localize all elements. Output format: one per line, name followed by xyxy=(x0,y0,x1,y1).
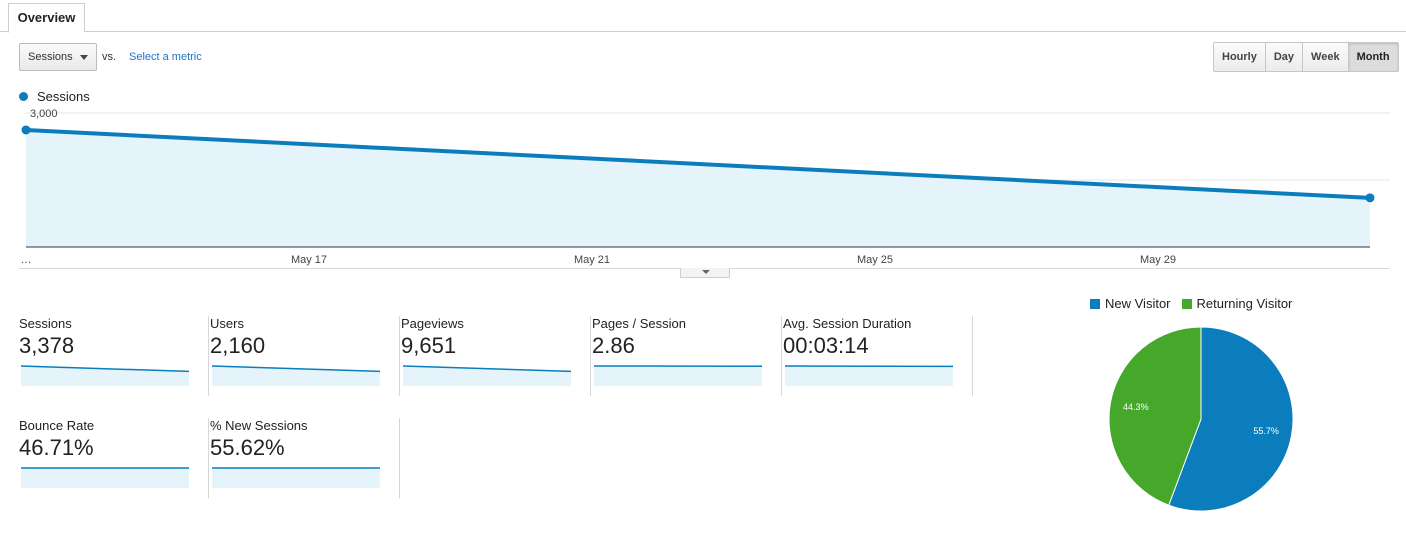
sparkline-line xyxy=(212,365,380,373)
scorecard-label: Pageviews xyxy=(401,316,464,331)
scorecard-pageviews[interactable]: Pageviews 9,651 xyxy=(401,316,591,396)
data-point xyxy=(21,125,31,135)
scorecard-sessions[interactable]: Sessions 3,378 xyxy=(19,316,209,396)
metric-select-label: Sessions xyxy=(28,51,73,63)
metric-select[interactable]: Sessions xyxy=(19,43,97,71)
legend-swatch-icon xyxy=(1181,298,1192,309)
x-tick-label: May 29 xyxy=(1140,254,1176,266)
sparkline xyxy=(785,365,953,386)
chart-legend: Sessions xyxy=(19,89,90,104)
sessions-area xyxy=(26,129,1370,247)
scorecard-label: % New Sessions xyxy=(210,418,308,433)
collapse-chart-handle[interactable] xyxy=(680,268,730,278)
x-tick-label: May 21 xyxy=(574,254,610,266)
scorecard-new-sessions[interactable]: % New Sessions 55.62% xyxy=(210,418,400,498)
month-button[interactable]: Month xyxy=(1348,43,1398,71)
scorecard-users[interactable]: Users 2,160 xyxy=(210,316,400,396)
pie-slice-label: 44.3% xyxy=(1123,402,1149,412)
chevron-down-icon xyxy=(702,270,710,274)
granularity-toggle: Hourly Day Week Month xyxy=(1213,42,1399,72)
sparkline-line xyxy=(403,365,571,373)
pie-slice xyxy=(1108,327,1202,506)
scorecard-label: Bounce Rate xyxy=(19,418,95,433)
data-point xyxy=(1365,193,1375,203)
scorecard-avg-session-duration[interactable]: Avg. Session Duration 00:03:14 xyxy=(783,316,973,396)
y-tick-label: 3,000 xyxy=(30,108,58,120)
scorecard-value: 2.86 xyxy=(592,333,635,358)
scorecard-value: 00:03:14 xyxy=(783,333,869,358)
select-metric-link[interactable]: Select a metric xyxy=(129,51,202,63)
pie-slice-label: 55.7% xyxy=(1253,426,1279,436)
scorecard-label: Avg. Session Duration xyxy=(783,316,912,331)
x-tick-label: May 17 xyxy=(291,254,327,266)
series-dot-icon xyxy=(19,92,28,101)
sparkline-area xyxy=(212,366,380,386)
scorecard-value: 55.62% xyxy=(210,435,285,460)
sessions-series-line xyxy=(24,127,1372,200)
tab-overview[interactable]: Overview xyxy=(8,3,85,33)
x-tick-label: … xyxy=(21,254,32,266)
sparkline-line xyxy=(21,365,189,373)
scorecard-value: 46.71% xyxy=(19,435,94,460)
scorecard-label: Users xyxy=(210,316,244,331)
scorecard-label: Pages / Session xyxy=(592,316,686,331)
scorecard-value: 2,160 xyxy=(210,333,266,358)
hourly-button[interactable]: Hourly xyxy=(1214,43,1266,71)
x-tick-label: May 25 xyxy=(857,254,893,266)
week-button[interactable]: Week xyxy=(1303,43,1349,71)
pie-legend-item[interactable]: New Visitor xyxy=(1090,296,1171,311)
sparkline-area xyxy=(212,468,380,488)
sparkline xyxy=(594,365,762,386)
sparkline xyxy=(21,365,189,386)
pie-slice xyxy=(1168,327,1294,512)
scorecard-value: 3,378 xyxy=(19,333,75,358)
legend-swatch-icon xyxy=(1090,298,1100,309)
pie-legend-label: Returning Visitor xyxy=(1196,296,1293,311)
sparkline xyxy=(212,365,380,386)
sparkline xyxy=(212,467,380,488)
pie-legend: New Visitor Returning Visitor xyxy=(1090,296,1303,311)
pie-legend-item[interactable]: Returning Visitor xyxy=(1181,296,1293,311)
pie-legend-label: New Visitor xyxy=(1105,296,1171,311)
vs-label: vs. xyxy=(102,51,117,63)
scorecard-pages-per-session[interactable]: Pages / Session 2.86 xyxy=(592,316,782,396)
day-button[interactable]: Day xyxy=(1265,43,1304,71)
scorecard-value: 9,651 xyxy=(401,333,457,358)
sparkline-area xyxy=(785,366,953,386)
sparkline-area xyxy=(403,366,571,386)
scorecard-label: Sessions xyxy=(19,316,72,331)
scorecard-bounce-rate[interactable]: Bounce Rate 46.71% xyxy=(19,418,209,498)
tab-bar: Overview xyxy=(0,0,1406,33)
sparkline xyxy=(21,467,189,488)
sparkline-area xyxy=(21,468,189,488)
chevron-down-icon xyxy=(80,55,88,60)
sparkline-area xyxy=(594,366,762,386)
sparkline-area xyxy=(21,366,189,386)
visitor-type-pie-chart: 55.7% 44.3% xyxy=(1108,327,1294,512)
chart-legend-label: Sessions xyxy=(37,89,90,104)
sparkline xyxy=(403,365,571,386)
